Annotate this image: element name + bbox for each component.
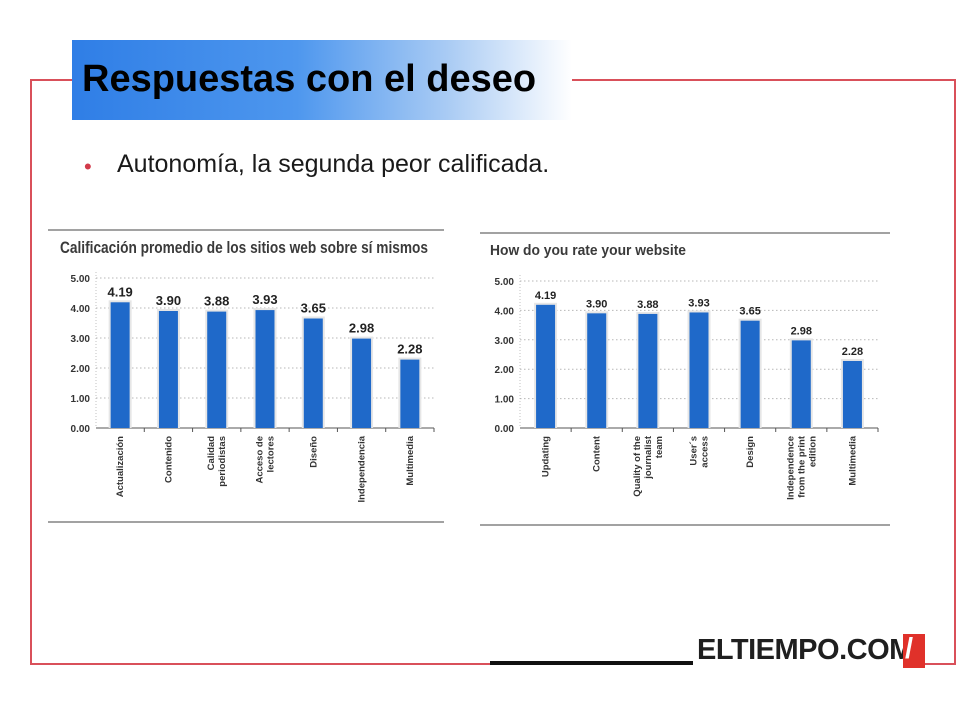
slide-title: Respuestas con el deseo xyxy=(82,58,537,100)
x-tick-label-line: Content xyxy=(592,435,603,472)
bar xyxy=(842,360,862,428)
x-tick-label: Independencia xyxy=(357,435,368,502)
x-tick-label-line: Diseño xyxy=(308,436,319,468)
bar-value-label: 3.65 xyxy=(739,306,760,318)
x-tick-label-line: periodistas xyxy=(217,436,228,487)
bar xyxy=(110,302,130,428)
footer-rule xyxy=(490,661,700,665)
chart-english: How do you rate your website 0.00 1.00 2.00… xyxy=(480,231,890,527)
x-tick-label: Independence from the print edition xyxy=(785,435,818,500)
y-tick-label: 3.00 xyxy=(495,336,515,347)
y-tick-label: 5.00 xyxy=(71,274,91,285)
x-tick-label-line: Acceso de xyxy=(255,436,266,484)
bar xyxy=(303,318,323,428)
x-tick-label-line: lectores xyxy=(266,436,277,472)
bar xyxy=(587,313,607,428)
x-tick-label: Quality of the journalist team xyxy=(632,435,665,497)
x-tick-label: Calidad periodistas xyxy=(206,436,228,487)
x-tick-label-line: edition xyxy=(807,436,818,467)
x-tick-label: User´s access xyxy=(689,436,711,468)
x-tick-label-line: Multimedia xyxy=(847,435,858,485)
bar-value-label: 4.19 xyxy=(535,290,556,302)
chart-spanish: Calificación promedio de los sitios web … xyxy=(48,226,444,524)
x-tick-label-line: from the print xyxy=(796,435,807,498)
bar-value-label: 3.88 xyxy=(204,294,229,309)
bar xyxy=(255,310,275,428)
bar xyxy=(791,340,811,428)
y-tick-label: 1.00 xyxy=(71,394,91,405)
logo-slash-mark: / xyxy=(903,633,925,668)
y-tick-label: 4.00 xyxy=(71,304,91,315)
bar xyxy=(536,304,556,428)
x-tick-label: Content xyxy=(592,435,603,472)
bar xyxy=(352,338,372,428)
bar-value-label: 3.88 xyxy=(637,299,658,311)
bar xyxy=(689,312,709,428)
y-tick-label: 5.00 xyxy=(495,277,515,288)
bar-value-label: 3.65 xyxy=(301,301,326,316)
y-tick-label: 0.00 xyxy=(495,424,515,435)
bar xyxy=(638,313,658,428)
bar-value-label: 2.98 xyxy=(791,325,812,337)
bar-value-label: 3.90 xyxy=(586,298,607,310)
logo-text: ELTIEMPO.COM xyxy=(697,634,913,666)
y-tick-label: 0.00 xyxy=(71,424,91,435)
x-tick-label-line: Quality of the xyxy=(632,436,643,497)
bar xyxy=(158,311,178,428)
eltiempo-logo: ELTIEMPO.COM / xyxy=(693,633,925,668)
x-tick-label-line: Independence xyxy=(785,436,796,500)
y-tick-label: 4.00 xyxy=(495,306,515,317)
bar-value-label: 2.28 xyxy=(842,346,863,358)
y-tick-label: 2.00 xyxy=(495,365,515,376)
chart-spanish-svg: Calificación promedio de los sitios web … xyxy=(48,229,444,523)
bar xyxy=(740,320,760,428)
x-tick-label: Actualización xyxy=(115,436,126,497)
bar-value-label: 2.28 xyxy=(397,342,422,357)
bar-value-label: 3.93 xyxy=(252,292,277,307)
chart-english-svg: How do you rate your website 0.00 1.00 2.00… xyxy=(480,232,890,526)
x-tick-label: Multimedia xyxy=(847,435,858,485)
x-tick-label: Multimedia xyxy=(405,435,416,485)
y-tick-label: 3.00 xyxy=(71,334,91,345)
y-tick-label: 1.00 xyxy=(495,395,515,406)
x-tick-label: Contenido xyxy=(163,436,174,483)
x-tick-label-line: Updating xyxy=(541,436,552,477)
bar-value-label: 3.90 xyxy=(156,293,181,308)
bar-value-label: 3.93 xyxy=(688,297,709,309)
x-tick-label-line: Design xyxy=(745,436,756,468)
x-tick-label-line: User´s xyxy=(689,436,700,466)
x-tick-label-line: Independencia xyxy=(357,435,368,502)
x-tick-label: Acceso de lectores xyxy=(255,436,277,484)
chart-title: Calificación promedio de los sitios web … xyxy=(60,238,428,257)
x-tick-label-line: access xyxy=(700,436,711,468)
bar xyxy=(207,311,227,428)
x-tick-label-line: team xyxy=(654,436,665,458)
bullet-icon: • xyxy=(84,154,92,179)
bar xyxy=(400,359,420,428)
x-tick-label-line: Multimedia xyxy=(405,435,416,485)
bar-value-label: 4.19 xyxy=(107,284,132,299)
bullet-text: Autonomía, la segunda peor calificada. xyxy=(117,150,550,178)
chart-title: How do you rate your website xyxy=(490,242,686,259)
x-tick-label-line: Calidad xyxy=(206,436,217,471)
x-tick-label: Diseño xyxy=(308,436,319,468)
x-tick-label-line: Actualización xyxy=(115,436,126,497)
x-tick-label: Design xyxy=(745,436,756,468)
x-tick-label-line: journalist xyxy=(643,435,654,480)
title-band xyxy=(72,40,572,120)
x-tick-label: Updating xyxy=(541,436,552,477)
x-tick-label-line: Contenido xyxy=(163,436,174,483)
y-tick-label: 2.00 xyxy=(71,364,91,375)
bar-value-label: 2.98 xyxy=(349,321,374,336)
